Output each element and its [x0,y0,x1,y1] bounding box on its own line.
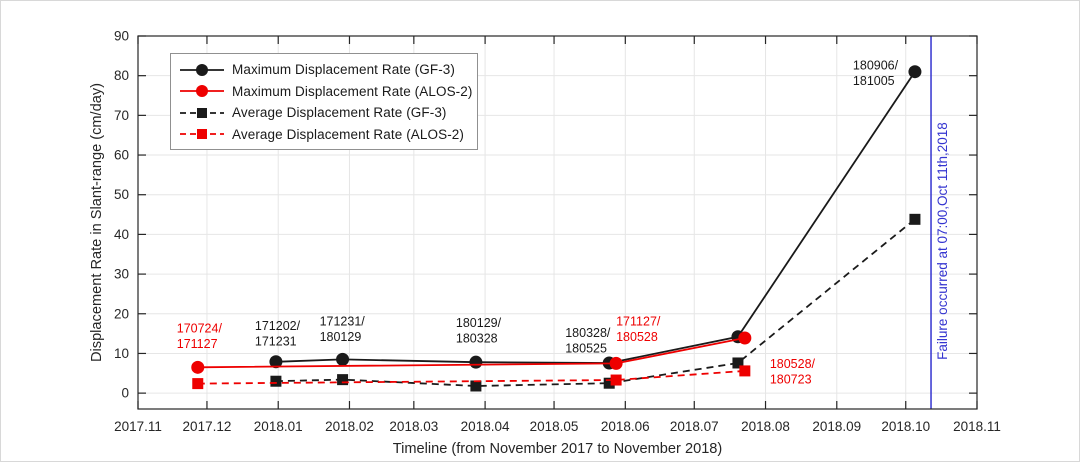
x-tick-label: 2018.06 [601,419,650,434]
y-tick-label: 30 [114,267,129,282]
legend-label: Average Displacement Rate (ALOS-2) [232,126,465,142]
legend-label: Maximum Displacement Rate (ALOS-2) [232,83,473,99]
legend-line-marker-icon [180,85,224,98]
plot-area-border [137,35,978,410]
legend-item: Maximum Displacement Rate (ALOS-2) [179,81,472,103]
legend-item: Average Displacement Rate (GF-3) [179,102,467,124]
series-line [275,218,916,387]
data-annotation: 170724/171127 [177,321,223,351]
y-tick-label: 10 [114,346,129,361]
x-tick-label: 2018.10 [881,419,930,434]
y-tick-label: 0 [121,386,129,401]
legend-item: Average Displacement Rate (ALOS-2) [179,124,467,146]
data-point-square [270,375,282,387]
y-tick-labels: 0 10 20 30 40 50 60 70 80 90 [114,29,129,401]
series-4 [192,365,751,390]
data-point-circle [469,355,483,369]
series-3 [270,213,921,392]
y-tick-label: 90 [114,29,129,44]
data-point-circle [738,331,752,345]
data-point-square [732,357,744,369]
data-annotation: 171127/180528 [616,314,661,344]
y-tick-label: 20 [114,306,129,321]
y-tick-label: 50 [114,187,129,202]
y-tick-label: 40 [114,227,129,242]
series-group [191,65,922,392]
chart-legend: Maximum Displacement Rate (GF-3) Maximum … [170,53,478,150]
data-point-square [470,380,482,392]
x-tick-label: 2018.09 [812,419,861,434]
legend-label: Maximum Displacement Rate (GF-3) [232,62,455,78]
data-point-square [610,374,622,386]
x-tick-labels: 2017.11 2017.12 2018.01 2018.02 2018.03 2018.… [114,419,1001,434]
data-point-square [192,378,204,390]
annotations: 170724/171127 171202/171231 171231/180129 1… [177,59,899,387]
axis-ticks [137,35,978,409]
data-annotation: 180906/181005 [853,59,899,89]
x-axis-label: Timeline (from November 2017 to November… [393,441,723,457]
data-point-square [909,213,921,225]
series-line [197,370,745,385]
x-tick-label: 2018.04 [461,419,510,434]
legend-line-marker-icon [180,63,224,76]
x-tick-label: 2017.11 [114,419,162,434]
data-point-circle [609,356,623,370]
data-point-square [603,377,615,389]
x-tick-label: 2018.08 [741,419,790,434]
data-point-circle [191,360,205,374]
data-annotation: 180528/180723 [770,357,816,387]
x-tick-label: 2018.07 [670,419,719,434]
data-point-circle [336,352,350,366]
y-tick-label: 80 [114,68,129,83]
x-tick-label: 2017.12 [183,419,232,434]
x-tick-label: 2018.02 [325,419,374,434]
data-point-circle [908,65,922,79]
series-line [275,71,916,364]
legend-dashed-marker-icon [180,107,224,118]
y-tick-label: 60 [114,148,129,163]
x-tick-label: 2018.11 [953,419,1001,434]
x-tick-label: 2018.05 [530,419,579,434]
data-annotation: 180129/180328 [456,316,502,346]
legend-item: Maximum Displacement Rate (GF-3) [179,59,467,81]
data-annotation: 171202/171231 [255,319,301,349]
data-annotation: 180328/180525 [565,326,611,356]
data-point-circle [269,355,283,369]
x-tick-label: 2018.03 [389,419,438,434]
failure-event-label: Failure occurred at 07:00,Oct 11th,2018 [935,122,950,360]
legend-label: Average Displacement Rate (GF-3) [232,105,447,121]
data-point-square [337,374,349,386]
y-tick-label: 70 [114,108,129,123]
y-axis-label: Displacement Rate in Slant-range (cm/day… [89,83,105,362]
series-2 [191,331,752,374]
data-annotation: 171231/180129 [320,314,366,344]
legend-dashed-marker-icon [180,129,224,140]
data-point-square [739,365,751,377]
x-tick-label: 2018.01 [254,419,303,434]
